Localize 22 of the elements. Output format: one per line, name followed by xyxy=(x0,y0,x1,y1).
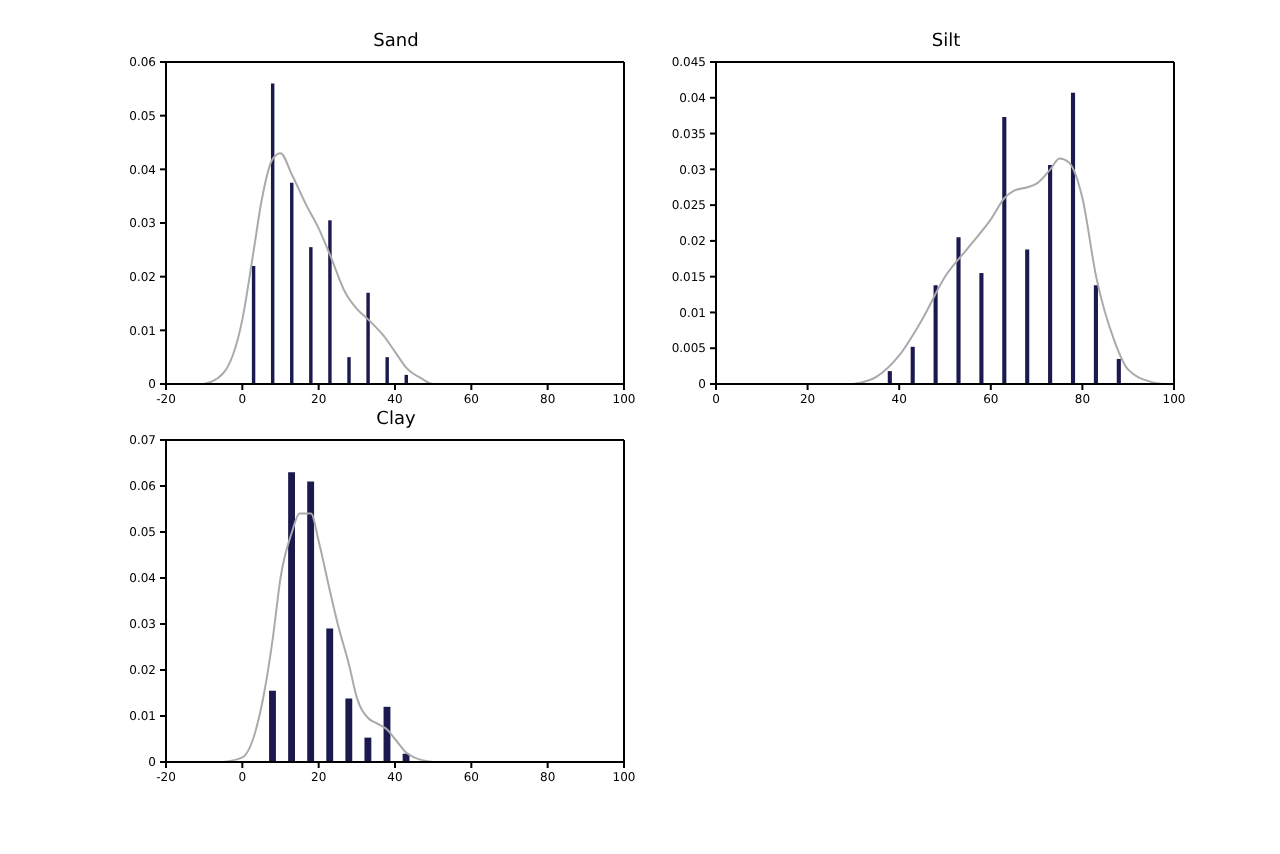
bar xyxy=(288,472,295,762)
bar xyxy=(269,690,276,762)
bar xyxy=(979,273,984,384)
chart-title: Sand xyxy=(371,32,421,52)
bar xyxy=(326,628,334,762)
bar xyxy=(910,346,915,384)
bar xyxy=(1070,92,1076,384)
bar xyxy=(956,237,961,384)
bar xyxy=(364,737,372,762)
line-series xyxy=(852,157,1166,384)
bar xyxy=(1048,165,1053,384)
bar xyxy=(1116,358,1121,384)
bar xyxy=(933,285,938,384)
bar xyxy=(1002,117,1007,384)
bar xyxy=(1093,285,1098,384)
bar xyxy=(887,371,892,384)
chart-title: Clay xyxy=(374,410,418,430)
chart-title: Silt xyxy=(929,32,963,52)
line-series xyxy=(222,512,435,762)
bar xyxy=(345,698,353,762)
bar xyxy=(307,481,315,762)
bar xyxy=(1025,249,1030,384)
